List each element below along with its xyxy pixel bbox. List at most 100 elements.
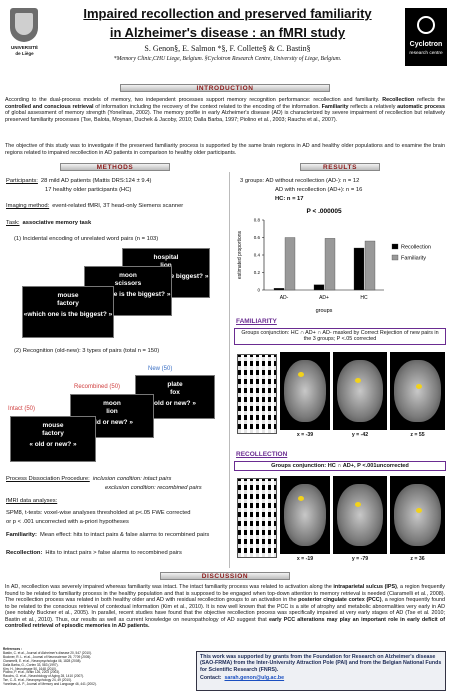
paragraph-run: reflects a relatively [348,103,398,110]
stimulus-word: moon [119,272,137,279]
x-axis-label: groups [316,308,333,314]
stimulus-question: which one is the biggest? » [85,291,171,298]
slice-coordinate: x = -39 [296,432,314,438]
reference: Dalla Barba, G., Cortex 33, 583 (1997). [3,662,59,667]
condition-label: New (50) [148,366,173,372]
condition-label: Recombined (50) [74,384,121,390]
brain-image [333,352,387,430]
stimulus-word: scissors [114,280,142,287]
logo-right: Cyclotron research centre [405,8,447,66]
logo-text: Cyclotron [409,41,443,48]
method-line-part: Participants: [6,178,38,184]
section-heading: RESULTS [300,163,380,171]
section-heading: INTRODUCTION [120,84,330,92]
legend-label: Familiarity [401,256,426,262]
reference: Yonelinas, A. P., Journal of Memory and … [3,682,97,687]
paragraph-run: , a region frequently found to be relate… [5,584,445,603]
reference: Bastin, C. et al., Journal of Alzheimer'… [3,650,92,655]
brain-slice [337,360,383,422]
paragraph-run: Familiarity [321,103,349,110]
logo-mark [417,16,435,34]
paragraph-run: intraparietal sulcus (IPS) [333,584,397,590]
activation-blob [298,372,304,377]
authors: S. Genon§, E. Salmon *§, F. Collette§ & … [144,44,311,53]
brain-image [333,476,387,554]
method-line-part: Task: [6,220,20,226]
method-line: or p < .001 uncorrected with a-priori hy… [6,519,129,525]
result-line: AD with recollection (AD+): n = 16 [275,187,363,193]
activation-blob [416,508,422,513]
method-line: Imaging method: event-related fMRI, 3T he… [6,203,183,209]
legend-swatch [391,243,399,250]
bar-chart: P < .000005 estimated proportions groups 0 0… [237,208,431,314]
logo-text: UNIVERSITÉ [10,45,38,50]
activation-blob [355,502,361,507]
reference: Rauchs, G. et al., Neurobiology of Aging… [3,674,84,679]
method-line-part: Hits to intact pairs > false alarms to r… [45,550,182,556]
bar [284,237,296,291]
stimulus-question: « old or new? » [29,441,77,448]
method-line: exclusion condition: recombined pairs [105,485,202,491]
bar [273,288,285,291]
design-matrix [237,354,277,434]
paragraph: The objective of this study was to inves… [5,143,445,156]
activation-blob [355,378,361,383]
chart-annotation: P < .000005 [306,208,342,215]
method-line-part: Process Dissociation Procedure: [6,476,90,482]
affiliations: *Memory Clinic,CHU Liege, Belgium. §Cycl… [113,56,342,62]
method-line: 17 healthy older participants (HC) [45,187,132,193]
stimulus-word: moon [103,400,121,407]
design-matrix [237,478,277,558]
method-line: Task: associative memory task [6,220,91,226]
stimulus-question: old or new? » [91,419,133,426]
conjunction-box: Groups conjunction: HC ∩ AD+ ∩ AD- maske… [234,328,446,345]
stimulus-word: plate [167,381,183,388]
method-line: (1) Incidental encoding of unrelated wor… [14,236,159,242]
activation-blob [298,496,304,501]
method-line: Recollection: Hits to intact pairs > fals… [6,550,182,556]
stimulus-question: «which one is the biggest? » [23,311,113,318]
stimulus-word: lion [123,262,209,270]
bar [313,284,325,291]
method-line: fMRI data analyses: [6,498,60,504]
stimulus-word: mouse [42,422,64,429]
brain-image [280,476,330,554]
slice-coordinate: z = 55 [410,432,425,438]
contact-email: sarah.genon@ulg.ac.be [224,675,285,682]
reference: Ciaramelli, E. et al., Neuropsychologia … [3,658,82,663]
y-tick-label: 0.8 [254,218,261,223]
slice-coordinate: x = -19 [296,556,314,562]
funding-text: This work was supported by grants from t… [200,654,442,673]
reference: Kim, H., Neuroimage 50, 1648 (2010). [3,666,57,671]
contact: Contact: sarah.genon@ulg.ac.be [200,675,442,681]
method-line-part: Mean effect: hits to intact pairs & fals… [39,532,210,538]
conjunction-box: Groups conjunction: HC ∩ AD+, P <.001unc… [234,461,446,471]
stimulus-slide: mouse factory « old or new? » [10,416,96,462]
logo-text: de Liège [15,51,34,56]
reference: Tse, C.-S. et al., Neuropsychology 24, 4… [3,678,72,683]
method-line-part: inclusion condition: intact pairs [92,476,172,482]
y-tick-label: 0.2 [254,270,261,275]
paragraph-run: of information including the recovery of… [93,103,322,110]
bar [353,247,365,291]
paragraph-run: automatic process [397,103,445,110]
paragraph-run: In AD, recollection was severely impaire… [5,584,334,590]
bar [324,238,336,291]
funding-box: This work was supported by grants from t… [196,651,446,691]
column-rule [229,172,230,568]
title: Impaired recollection and preserved fami… [83,6,372,21]
bar [364,240,376,291]
slice-coordinate: y = -42 [351,432,369,438]
method-line: SPM8, t-tests: voxel-wise analyses thres… [6,510,191,516]
method-line-part: Imaging method: [6,203,50,209]
result-line: 3 groups: AD without recollection (AD-):… [240,178,360,184]
subsection-heading: RECOLLECTION [236,451,288,458]
design-matrix-overlay [238,479,276,557]
brain-slice [284,360,326,422]
brain-image [390,476,445,554]
paragraph-run: posterior cingulate cortex (PCC) [298,597,382,603]
activation-blob [416,384,422,389]
x-tick-label: AD+ [319,295,329,301]
method-line-part: event-related fMRI, 3T head-only Siemens… [52,203,184,209]
stimulus-word: factory [57,300,79,307]
